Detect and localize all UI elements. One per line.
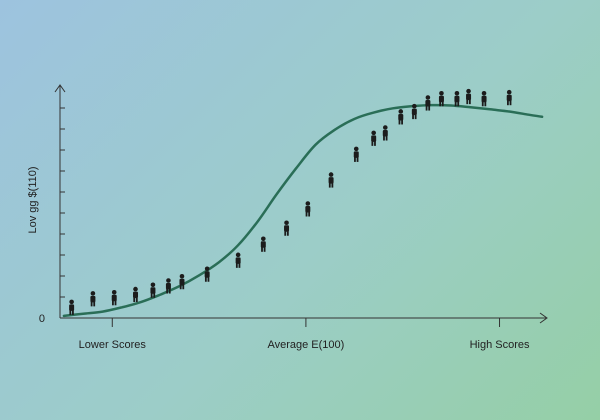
person-icon	[398, 109, 404, 125]
y-zero-label: 0	[39, 313, 45, 325]
person-icon	[150, 282, 156, 298]
person-icon	[165, 278, 171, 294]
x-tick-labels: Lower Scores Average E(100) High Scores	[79, 339, 530, 351]
person-icon	[454, 90, 460, 107]
person-icon	[411, 103, 417, 120]
person-icon	[353, 146, 359, 162]
person-icon	[328, 172, 334, 188]
person-icon	[260, 236, 266, 252]
y-axis-label: Lov gg $(110)	[27, 166, 39, 233]
person-icon	[204, 266, 210, 282]
person-icon	[382, 125, 388, 141]
series-curve	[62, 103, 544, 318]
person-icon	[284, 220, 290, 236]
y-axis-arrow	[54, 84, 66, 93]
person-icon	[69, 299, 75, 315]
person-icon	[133, 286, 139, 303]
x-tick-label: Lower Scores	[79, 339, 147, 351]
person-icon	[90, 291, 96, 307]
person-icon	[371, 130, 377, 146]
person-icon	[506, 89, 512, 106]
x-axis-arrow	[539, 312, 548, 324]
person-icon	[179, 273, 185, 290]
person-icon	[235, 252, 241, 268]
person-icon	[466, 88, 472, 105]
people-markers	[69, 88, 512, 315]
person-icon	[425, 95, 431, 111]
x-tick-label: High Scores	[470, 339, 530, 351]
person-icon	[111, 290, 117, 306]
person-icon	[481, 90, 487, 107]
person-icon	[305, 201, 311, 217]
x-axis-ticks	[111, 318, 501, 327]
person-icon	[438, 90, 444, 107]
x-tick-label: Average E(100)	[267, 339, 344, 351]
y-axis-ticks	[60, 107, 65, 298]
